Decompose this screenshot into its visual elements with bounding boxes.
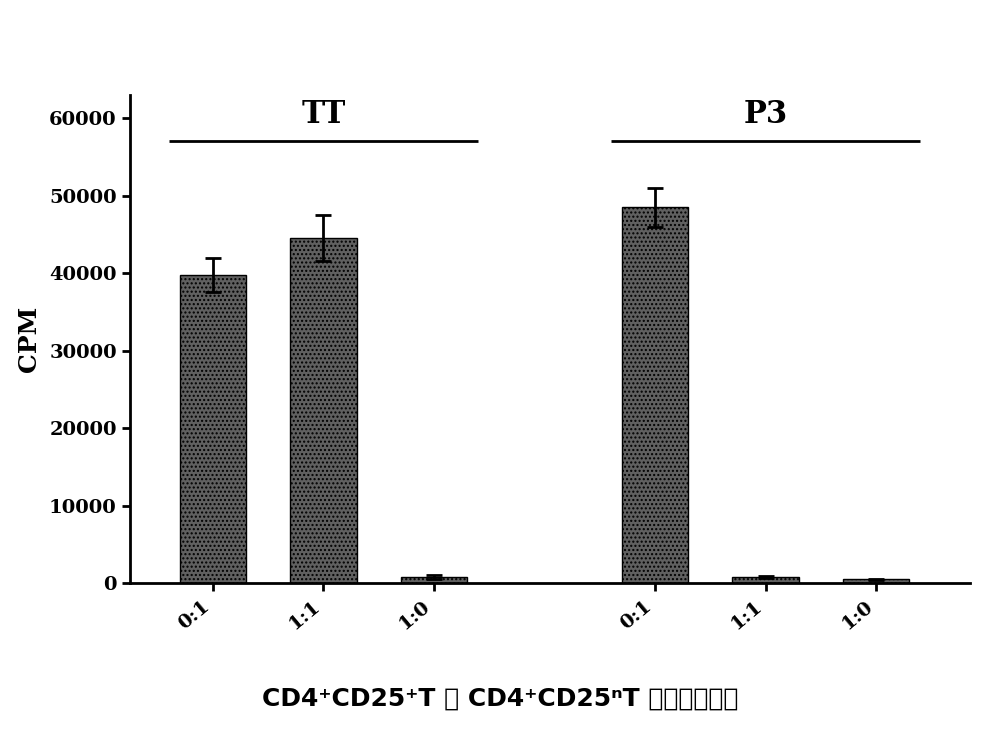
Text: TT: TT [301, 98, 346, 130]
Bar [401, 577, 467, 583]
Bar [180, 275, 246, 583]
Y-axis label: CPM: CPM [17, 306, 41, 372]
Bar [622, 207, 688, 583]
Bar [732, 577, 799, 583]
Text: CD4⁺CD25⁺T 与 CD4⁺CD25ⁿT 的细胞数量比: CD4⁺CD25⁺T 与 CD4⁺CD25ⁿT 的细胞数量比 [262, 687, 738, 711]
Bar [290, 238, 357, 583]
Bar [843, 580, 909, 583]
Text: P3: P3 [743, 98, 788, 130]
